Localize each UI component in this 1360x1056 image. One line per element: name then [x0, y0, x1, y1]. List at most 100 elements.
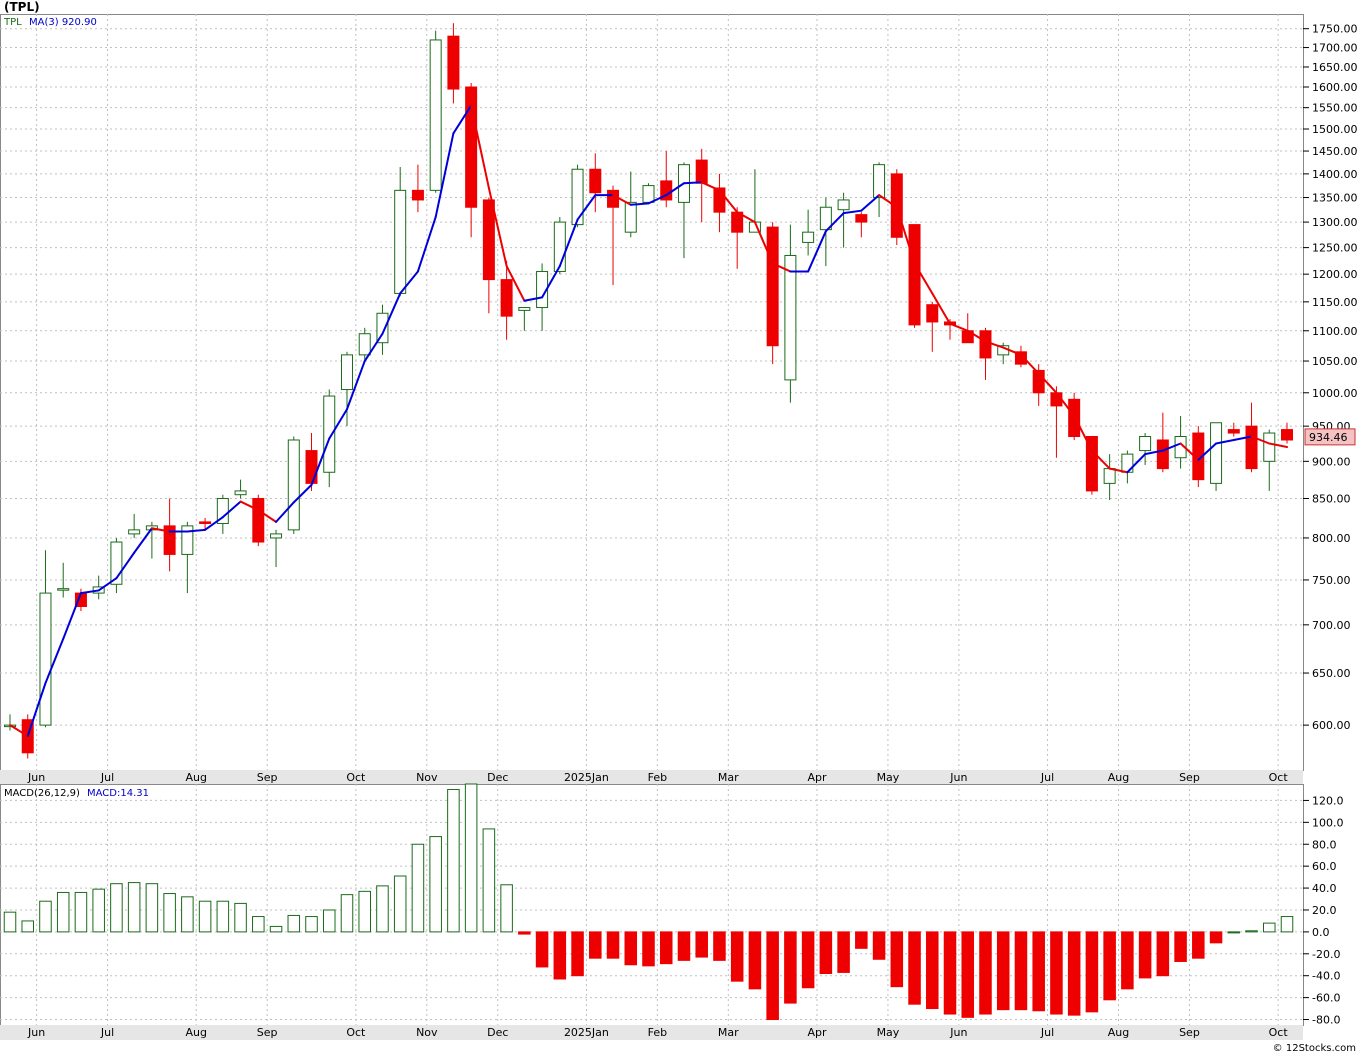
macd-tick-label: 60.0 — [1312, 860, 1337, 873]
ma-segment — [44, 637, 65, 685]
candle-body — [447, 35, 460, 90]
macd-bar — [3, 911, 17, 933]
candle-body — [553, 221, 566, 272]
macd-date-label: 2025Jan — [564, 1026, 609, 1039]
macd-bar — [890, 931, 904, 988]
candle-body — [819, 206, 832, 231]
macd-bar — [74, 891, 88, 933]
candle-body — [1210, 422, 1223, 484]
macd-bar — [1156, 931, 1170, 977]
macd-bar — [163, 893, 176, 933]
ma-segment — [26, 682, 47, 738]
ma-segment — [665, 182, 685, 197]
candle-body — [695, 159, 708, 184]
macd-bar — [677, 931, 691, 961]
price-legend-symbol: TPL — [3, 17, 22, 28]
candle-body — [873, 164, 886, 199]
ma-segment — [416, 216, 437, 273]
macd-bar — [606, 931, 620, 959]
price-tick-label: 700.00 — [1312, 619, 1351, 632]
candle-body — [926, 304, 939, 323]
macd-bar — [518, 931, 531, 935]
candle-body — [890, 173, 903, 238]
macd-tick-label: 80.0 — [1312, 838, 1337, 851]
price-tick-label: 900.00 — [1312, 455, 1351, 468]
candle-body — [1245, 425, 1258, 470]
candle-body — [500, 279, 513, 317]
macd-bar — [819, 931, 833, 975]
candle-body — [1014, 351, 1027, 365]
macd-bar — [21, 920, 35, 933]
ma-segment — [576, 194, 597, 221]
macd-date-label: Feb — [648, 1026, 667, 1039]
price-tick-label: 1250.00 — [1312, 242, 1358, 255]
macd-tick-label: -20.0 — [1312, 948, 1340, 961]
chart-title: (TPL) — [4, 0, 40, 14]
ma-segment — [541, 265, 561, 299]
ma-segment — [328, 408, 348, 440]
macd-bar — [1050, 931, 1063, 1015]
candle-body — [57, 588, 70, 591]
ma-segment — [629, 202, 650, 206]
ma-segment — [381, 292, 402, 335]
candle-body — [1032, 369, 1045, 394]
ma-segment — [434, 132, 455, 219]
macd-bar — [801, 931, 815, 989]
candle-body — [234, 490, 247, 496]
ma-segment — [452, 104, 473, 135]
macd-bar — [127, 882, 141, 933]
ma-segment — [133, 527, 153, 554]
ma-segment — [62, 592, 82, 640]
candle-body — [1085, 436, 1098, 492]
price-tick-label: 1700.00 — [1312, 42, 1358, 55]
price-date-label: Jun — [27, 771, 45, 784]
candle-body — [1281, 429, 1293, 441]
price-tick-label: 1400.00 — [1312, 168, 1358, 181]
macd-bar — [713, 931, 726, 961]
candle-body — [429, 39, 442, 191]
ma-segment — [523, 296, 544, 302]
ma-segment — [753, 221, 774, 265]
price-date-label: Jul — [1040, 771, 1054, 784]
macd-bar — [340, 894, 354, 933]
candle-body — [252, 498, 265, 543]
price-date-label: Feb — [648, 771, 667, 784]
price-date-label: Sep — [1179, 771, 1200, 784]
macd-bar — [908, 931, 921, 1005]
ma-segment — [399, 270, 419, 295]
macd-bar — [145, 883, 159, 933]
ma-segment — [292, 483, 313, 504]
price-date-label: Apr — [807, 771, 827, 784]
macd-bar — [730, 931, 744, 982]
candle-body — [908, 224, 921, 326]
macd-bar — [464, 783, 478, 933]
price-tick-label: 1000.00 — [1312, 387, 1358, 400]
macd-bar — [411, 843, 425, 933]
candle-body — [128, 529, 141, 535]
ma-segment — [913, 262, 934, 295]
ma-segment — [807, 230, 827, 273]
macd-tick-label: 20.0 — [1312, 904, 1337, 917]
ma-segment — [1090, 449, 1111, 470]
macd-date-label: Sep — [257, 1026, 278, 1039]
price-date-label: Oct — [346, 771, 366, 784]
candle-body — [1174, 436, 1187, 459]
price-date-label: Mar — [718, 771, 739, 784]
price-tick-label: 1650.00 — [1312, 61, 1358, 74]
price-date-strip — [0, 770, 1303, 784]
candle-body — [784, 254, 797, 381]
ma-segment — [1002, 346, 1022, 356]
macd-legend: MACD(26,12,9) — [4, 788, 80, 799]
ma-segment — [771, 262, 792, 273]
macd-date-label: Apr — [807, 1026, 827, 1039]
candle-body — [642, 185, 655, 203]
macd-bar — [1103, 931, 1116, 1001]
macd-bar — [1067, 931, 1081, 1016]
last-price-label: 934.46 — [1309, 431, 1348, 444]
ma-segment — [984, 340, 1005, 349]
candle-body — [855, 214, 868, 223]
ma-segment — [1197, 442, 1218, 461]
macd-bar — [979, 931, 992, 1015]
macd-date-label: Oct — [346, 1026, 366, 1039]
